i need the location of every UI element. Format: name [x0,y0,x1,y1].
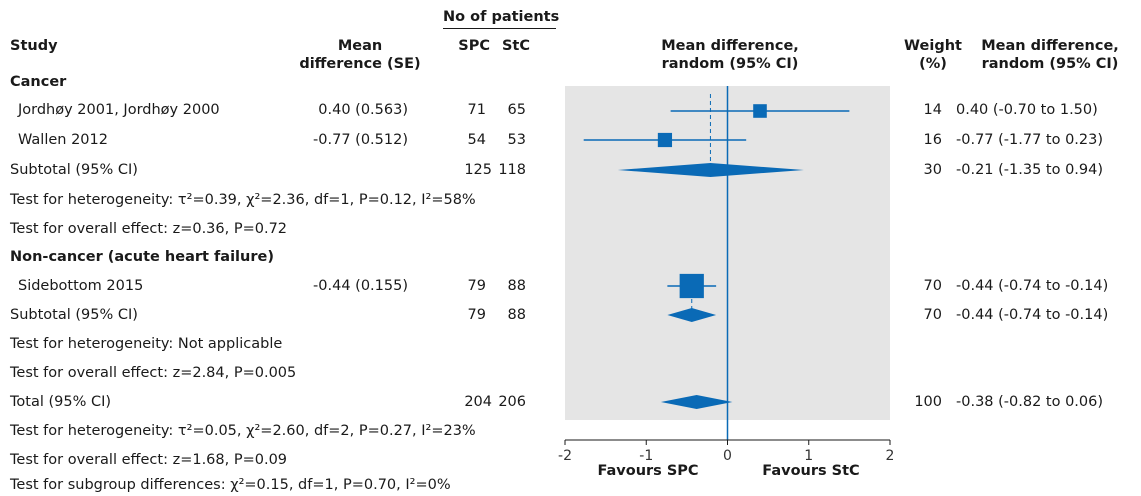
heterogeneity-test: Test for heterogeneity: Not applicable [10,336,283,352]
subtotal-weight: 30 [923,162,942,178]
mean-diff-header-line2: difference (SE) [299,56,421,72]
subtotal-stc: 88 [507,307,526,323]
subgroup-differences-test: Test for subgroup differences: χ²=0.15, … [10,477,451,493]
no-of-patients-header: No of patients [443,9,560,25]
group-label-noncancer: Non-cancer (acute heart failure) [10,249,274,265]
study-mean-se: 0.40 (0.563) [318,102,408,118]
pooled-diamond [660,395,733,409]
weight-header-line1: Weight [904,38,962,54]
study-header: Study [10,38,58,54]
study-spc: 54 [467,132,486,148]
study-ci-text: -0.77 (-1.77 to 0.23) [956,132,1104,148]
study-estimate-square [657,132,673,148]
study-weight: 14 [923,102,942,118]
subtotal-ci-text: -0.21 (-1.35 to 0.94) [956,162,1104,178]
study-mean-se: -0.77 (0.512) [313,132,408,148]
x-axis-tick-label: -2 [558,448,572,464]
subtotal-ci-text: -0.44 (-0.74 to -0.14) [956,307,1109,323]
total-ci-text: -0.38 (-0.82 to 0.06) [956,394,1104,410]
study-estimate-square [679,273,704,299]
plot-header-line2: random (95% CI) [661,56,799,72]
study-spc: 79 [467,278,486,294]
overall-effect-test: Test for overall effect: z=1.68, P=0.09 [10,452,288,468]
subtotal-weight: 70 [923,307,942,323]
study-ci-text: -0.44 (-0.74 to -0.14) [956,278,1109,294]
pooled-diamond [617,163,804,177]
pooled-diamond [667,308,717,322]
heterogeneity-test: Test for heterogeneity: τ²=0.39, χ²=2.36… [10,192,476,208]
study-name: Wallen 2012 [18,132,108,148]
study-name: Sidebottom 2015 [18,278,144,294]
mean-diff-header-line1: Mean [337,38,383,54]
study-estimate-square [753,104,767,118]
overall-effect-test: Test for overall effect: z=2.84, P=0.005 [10,365,297,381]
subtotal-label: Subtotal (95% CI) [10,162,138,178]
overall-effect-test: Test for overall effect: z=0.36, P=0.72 [10,221,288,237]
favours-stc-label: Favours StC [762,463,859,479]
ci-header-line1: Mean difference, [981,38,1119,54]
x-axis-tick-label: -1 [639,448,653,464]
total-label: Total (95% CI) [10,394,112,410]
x-axis-tick-label: 0 [723,448,732,464]
weight-header-line2: (%) [919,56,947,72]
study-weight: 70 [923,278,942,294]
subtotal-stc: 118 [498,162,526,178]
stc-header: StC [501,38,530,54]
subtotal-spc: 125 [464,162,492,178]
total-stc: 206 [498,394,526,410]
study-stc: 53 [507,132,526,148]
header-divider [443,28,556,29]
subtotal-label: Subtotal (95% CI) [10,307,138,323]
x-axis-tick-label: 1 [804,448,813,464]
plot-header-line1: Mean difference, [661,38,799,54]
total-weight: 100 [914,394,942,410]
study-name: Jordhøy 2001, Jordhøy 2000 [18,102,220,118]
study-stc: 88 [507,278,526,294]
ci-header-line2: random (95% CI) [981,56,1119,72]
study-weight: 16 [923,132,942,148]
x-axis-tick-label: 2 [886,448,895,464]
group-label-cancer: Cancer [10,74,67,90]
total-spc: 204 [464,394,492,410]
study-spc: 71 [467,102,486,118]
heterogeneity-test: Test for heterogeneity: τ²=0.05, χ²=2.60… [10,423,476,439]
study-ci-text: 0.40 (-0.70 to 1.50) [956,102,1098,118]
study-stc: 65 [507,102,526,118]
spc-header: SPC [458,38,490,54]
study-mean-se: -0.44 (0.155) [313,278,408,294]
favours-spc-label: Favours SPC [597,463,698,479]
subtotal-spc: 79 [467,307,486,323]
